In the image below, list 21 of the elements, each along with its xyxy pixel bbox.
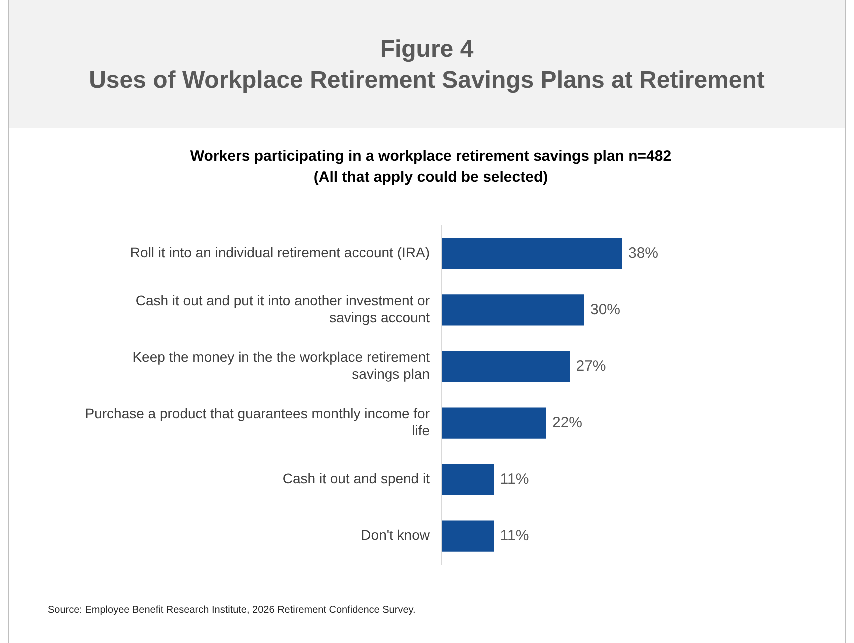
bar [442,294,584,326]
data-label: 30% [590,301,621,318]
y-tick-label: Cash it out and spend it [282,470,430,487]
bar [442,238,622,270]
bar [442,408,546,439]
y-tick-label: Cash it out and put it into another investment or savings account [136,292,430,326]
data-label: 38% [628,244,659,262]
chart-subtitle: Workers participating in a workplace retirement savings plan n=482 (All that apply could be selected) [189,147,673,188]
data-label: 11% [500,527,530,544]
y-tick-label: Keep the money in the the workplace retirement savings plan [132,349,430,382]
bar [442,520,494,552]
y-tick-label: Roll it into an individual retirement account (IRA) [130,244,430,261]
data-label: 27% [576,358,606,375]
data-label: 11% [500,470,530,488]
bar [442,464,494,496]
source-note: Source: Employee Benefit Research Institute, 2026 Retirement Confidence Survey. [48,605,416,616]
y-tick-label: Don't know [361,527,431,544]
y-tick-label: Purchase a product that guarantees monthly income for life [85,406,430,439]
data-label: 22% [552,414,583,432]
chart-title: Figure 4 Uses of Workplace Retirement Savings Plans at Retirement [88,35,766,96]
bar [442,351,570,382]
